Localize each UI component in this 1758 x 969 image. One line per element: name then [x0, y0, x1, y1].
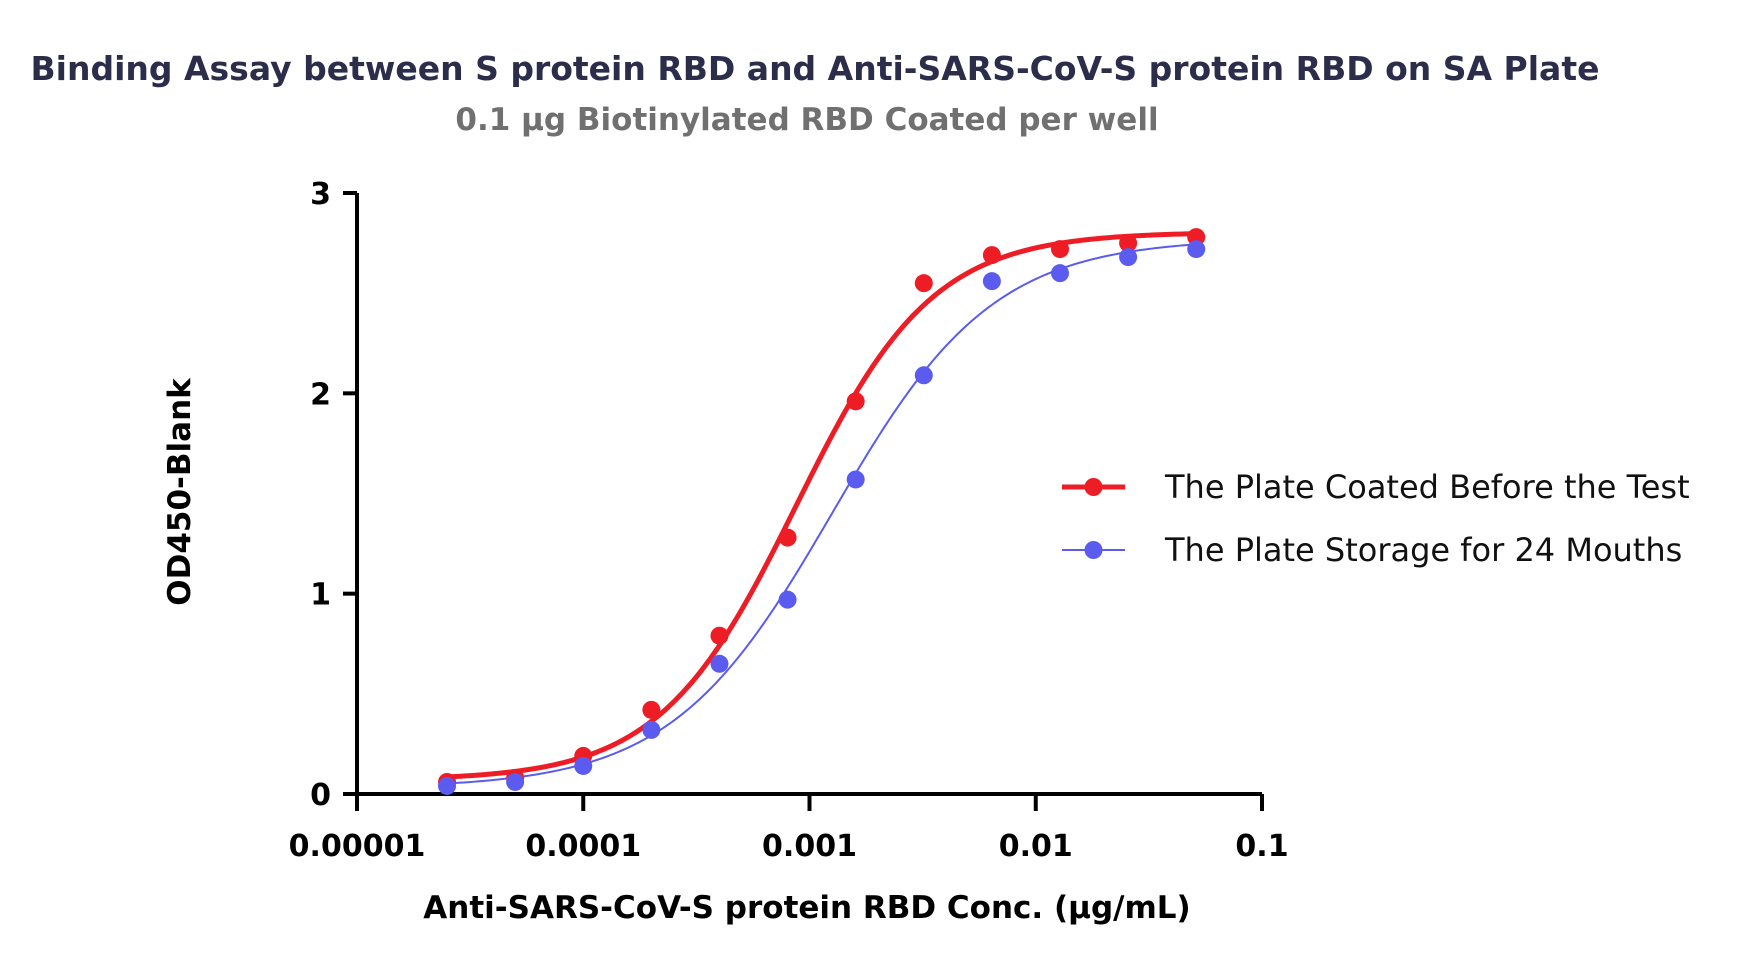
- data-point-series-1: [778, 528, 797, 547]
- y-tick-label: 2: [310, 377, 331, 412]
- chart-subtitle: 0.1 µg Biotinylated RBD Coated per well: [455, 102, 1158, 138]
- chart-title: Binding Assay between S protein RBD and …: [31, 49, 1600, 88]
- data-point-series-2: [1187, 240, 1206, 259]
- data-point-series-2: [642, 720, 661, 739]
- x-tick-label: 0.01: [999, 829, 1073, 864]
- data-point-series-2: [914, 366, 933, 385]
- data-point-series-2: [506, 772, 525, 791]
- data-point-series-2: [438, 776, 457, 795]
- y-axis-label: OD450-Blank: [162, 377, 198, 606]
- y-tick-label: 0: [310, 778, 331, 813]
- data-point-series-1: [846, 392, 865, 411]
- x-tick-label: 0.00001: [289, 829, 426, 864]
- x-tick-label: 0.0001: [525, 829, 641, 864]
- data-point-series-2: [574, 756, 593, 775]
- legend-label-series-2: The Plate Storage for 24 Mouths: [1164, 531, 1682, 569]
- axes: 0 1 2 3 0.00001 0.0001 0.001 0.01 0.1: [289, 177, 1289, 864]
- y-tick-label: 3: [310, 177, 331, 212]
- fit-curve-series-1: [446, 231, 1197, 780]
- y-tick-label: 1: [310, 578, 331, 613]
- data-point-series-2: [710, 654, 729, 673]
- data-point-series-1: [1051, 240, 1070, 259]
- data-point-series-1: [642, 700, 661, 719]
- data-point-series-2: [778, 590, 797, 609]
- fit-curves: [446, 231, 1197, 785]
- x-tick-label: 0.1: [1235, 829, 1288, 864]
- x-axis-label: Anti-SARS-CoV-S protein RBD Conc. (µg/mL…: [423, 890, 1190, 926]
- data-point-series-2: [982, 272, 1001, 291]
- data-point-series-1: [982, 246, 1001, 265]
- data-point-series-1: [914, 274, 933, 293]
- data-point-series-1: [1119, 234, 1138, 253]
- data-point-series-1: [710, 626, 729, 645]
- fit-curve-series-2: [446, 243, 1197, 785]
- data-point-series-2: [846, 470, 865, 489]
- data-point-series-2: [1051, 264, 1070, 283]
- data-points: [438, 228, 1206, 795]
- legend-label-series-1: The Plate Coated Before the Test: [1164, 468, 1690, 506]
- legend-marker-series-2: [1084, 541, 1103, 559]
- legend: The Plate Coated Before the Test The Plat…: [1062, 468, 1690, 569]
- x-tick-label: 0.001: [762, 829, 857, 864]
- data-point-series-2: [1119, 248, 1138, 267]
- legend-marker-series-1: [1084, 478, 1103, 496]
